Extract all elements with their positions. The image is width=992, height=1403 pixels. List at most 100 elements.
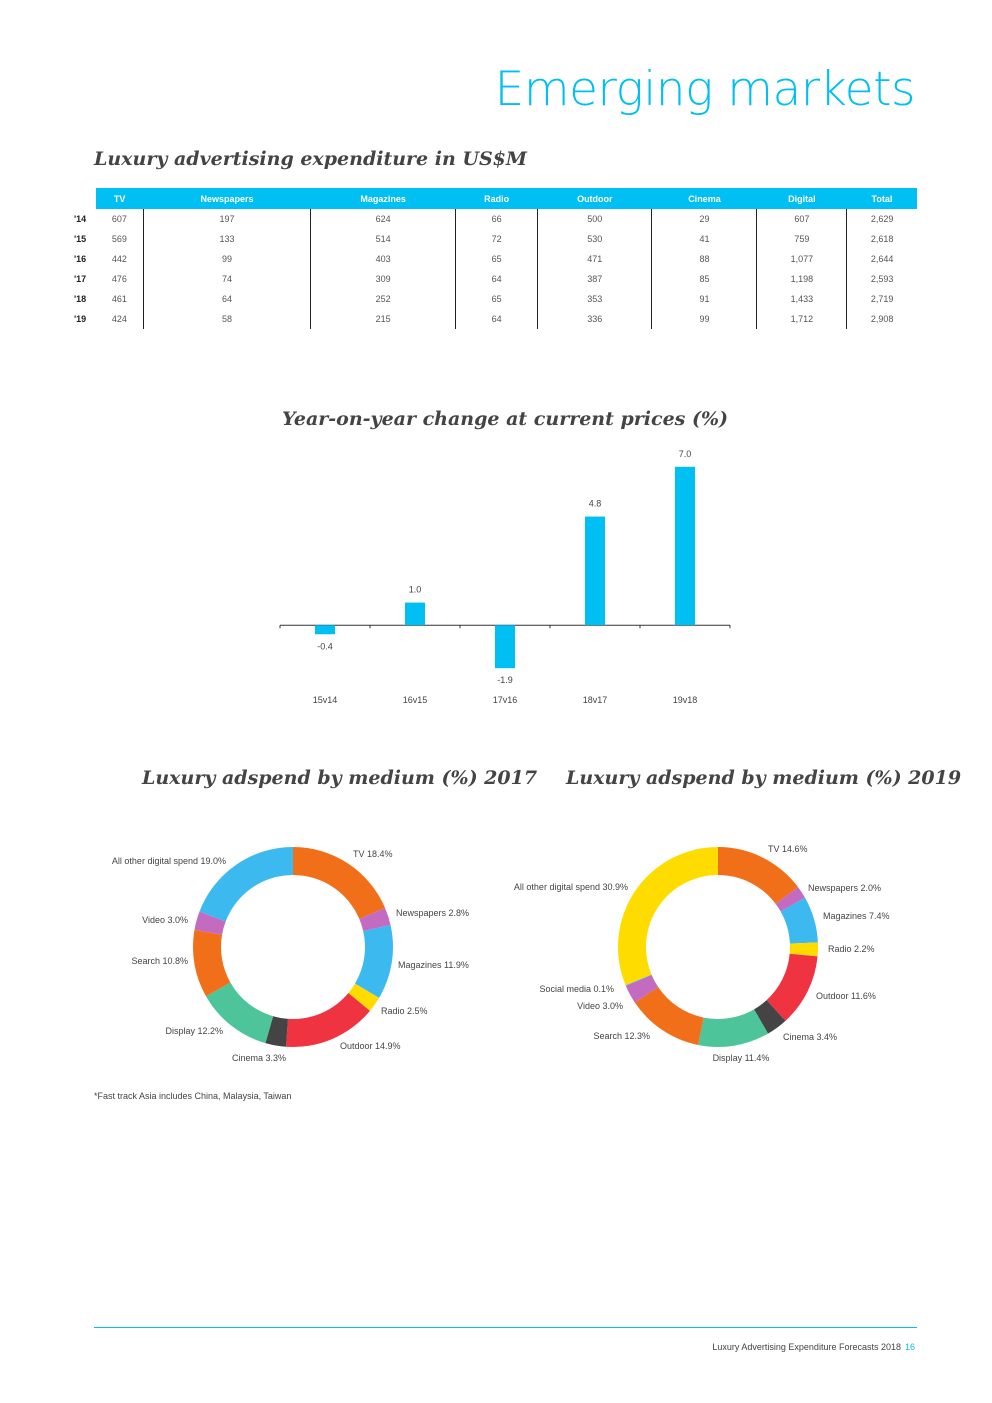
table-cell: 476 (111, 274, 127, 284)
bar-data-label: -1.9 (497, 675, 513, 685)
bar-data-label: 4.8 (589, 499, 602, 509)
footer-publication-title: Luxury Advertising Expenditure Forecasts… (712, 1342, 901, 1352)
table-cell: 1,712 (756, 309, 847, 329)
table-cell: 215 (310, 309, 456, 329)
donut-chart-2019: TV 14.6% Newspapers 2.0% Magazines 7.4% Rad… (514, 844, 890, 1063)
table-cell: 403 (310, 249, 456, 269)
table-title: Luxury advertising expenditure in US$M (94, 148, 527, 170)
donut-slice (359, 907, 391, 932)
table-cell: 64 (454, 309, 538, 329)
donut-slice (348, 983, 380, 1011)
donut-slice (625, 974, 652, 986)
table-cell: 624 (310, 209, 456, 229)
table-cell: 65 (454, 249, 538, 269)
table-header-cell: Newspapers (143, 188, 311, 209)
table-cell: 1,433 (756, 289, 847, 309)
donut-slice-label: Magazines 7.4% (823, 911, 890, 921)
donut-slice (194, 911, 226, 935)
donut-slice-label: Newspapers 2.8% (396, 908, 469, 918)
table-header-cell: Magazines (310, 188, 456, 209)
table-cell: 336 (537, 309, 652, 329)
donut-slice (618, 847, 718, 986)
table-body: '14 607 197 624 66 500 29 607 2,629'15 569 133 514 7… (72, 209, 917, 329)
page-number: 16 (904, 1342, 915, 1352)
table-cell: 607 (111, 214, 127, 224)
donut-slice (634, 987, 704, 1046)
table-cell: 471 (537, 249, 652, 269)
table-cell: 500 (537, 209, 652, 229)
table-cell: 530 (537, 229, 652, 249)
bar (675, 466, 695, 626)
donut-slice (766, 953, 818, 1021)
table-row: '17 476 74 309 64 387 85 1,198 2,593 (72, 269, 917, 289)
table-cell: 607 (756, 209, 847, 229)
donut-slice-label: TV 14.6% (768, 844, 808, 854)
bar-category-label: 18v17 (583, 695, 608, 705)
donut-slice-label: Search 12.3% (593, 1031, 650, 1041)
donut-slice (193, 929, 231, 997)
page-title: Emerging markets (494, 62, 916, 117)
donut-slice (698, 1009, 769, 1047)
table-cell: 65 (454, 289, 538, 309)
table-cell: 99 (651, 309, 757, 329)
donut-slice-label: Video 3.0% (577, 1001, 623, 1011)
donut-slice-label: Cinema 3.3% (232, 1053, 286, 1063)
donut-slice (293, 847, 386, 919)
table-cell: 133 (142, 229, 311, 249)
donut-slice (775, 887, 805, 912)
table-cell: 309 (310, 269, 456, 289)
table-cell: 41 (651, 229, 757, 249)
table-cell: 99 (142, 249, 311, 269)
table-cell: 2,593 (846, 269, 917, 289)
donut-slice (354, 924, 393, 998)
table-cell: 91 (651, 289, 757, 309)
table-cell: 64 (142, 289, 311, 309)
table-cell: 2,629 (846, 209, 917, 229)
donut-slice-label: Magazines 11.9% (398, 960, 469, 970)
donut-slice-label: Radio 2.5% (381, 1006, 428, 1016)
donut-slice-label: Radio 2.2% (828, 944, 875, 954)
table-cell: 1,077 (756, 249, 847, 269)
donut-slice-label: All other digital spend 19.0% (112, 856, 226, 866)
donut-2019-title: Luxury adspend by medium (%) 2019 (566, 767, 962, 789)
table-header-cell: Total (846, 188, 917, 209)
table-row-label: '16 (74, 254, 87, 264)
table-cell: 1,198 (756, 269, 847, 289)
table-cell: 2,719 (846, 289, 917, 309)
table-row-label: '18 (74, 294, 87, 304)
donut-slice (625, 974, 659, 1003)
table-cell: 759 (756, 229, 847, 249)
table-cell: 2,644 (846, 249, 917, 269)
bar-category-label: 19v18 (673, 695, 698, 705)
table-cell: 424 (111, 314, 127, 324)
bar (585, 516, 605, 626)
donut-slice-label: Display 12.2% (165, 1026, 223, 1036)
donut-slice-label: Display 11.4% (713, 1053, 770, 1063)
donut-chart-2017: TV 18.4% Newspapers 2.8% Magazines 11.9% Ra… (112, 847, 469, 1063)
table-row-label: '19 (74, 314, 87, 324)
table-cell: 387 (537, 269, 652, 289)
table-cell: 2,908 (846, 309, 917, 329)
donut-slice (205, 982, 274, 1044)
donut-slice-label: Newspapers 2.0% (808, 883, 881, 893)
donut-slice-label: Outdoor 14.9% (340, 1041, 401, 1051)
table-row: '15 569 133 514 72 530 41 759 2,618 (72, 229, 917, 249)
donut-2017-title: Luxury adspend by medium (%) 2017 (142, 767, 538, 789)
bar (495, 625, 515, 669)
table-cell: 442 (111, 254, 127, 264)
table-cell: 72 (454, 229, 538, 249)
table-row: '14 607 197 624 66 500 29 607 2,629 (72, 209, 917, 229)
donut-slice (199, 847, 293, 922)
table-cell: 74 (142, 269, 311, 289)
footer-divider (94, 1327, 917, 1328)
table-row-label: '17 (74, 274, 87, 284)
donut-slice (789, 942, 818, 957)
bar-data-label: 7.0 (679, 449, 692, 459)
bar-category-label: 16v15 (403, 695, 428, 705)
bar (315, 625, 335, 635)
donut-slice (265, 1016, 288, 1047)
donut-slice-label: Search 10.8% (131, 956, 188, 966)
donut-slice-label: Cinema 3.4% (783, 1032, 837, 1042)
table-row: '18 461 64 252 65 353 91 1,433 2,719 (72, 289, 917, 309)
donut-slice-label: Video 3.0% (142, 915, 188, 925)
